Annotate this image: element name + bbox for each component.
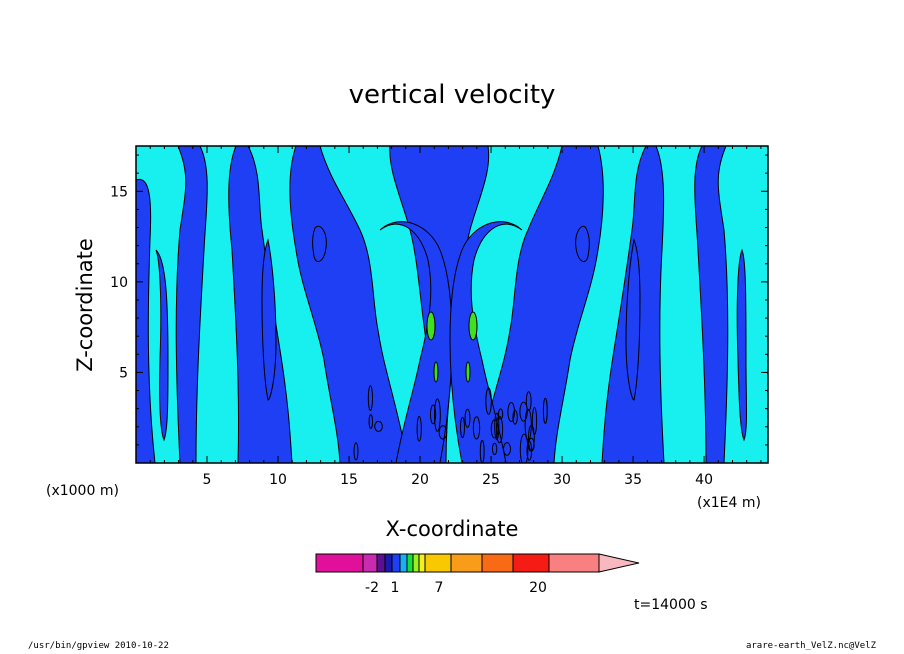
colorbar-segment — [418, 553, 426, 573]
turbulence-contour — [507, 402, 516, 422]
positive-band — [319, 146, 441, 463]
plot-frame — [135, 145, 769, 464]
negative-core — [449, 221, 523, 463]
turbulence-contour — [519, 433, 529, 463]
turbulence-contour — [531, 407, 538, 435]
turbulence-contour — [368, 414, 373, 429]
y-tick-label: 15 — [110, 184, 128, 200]
colorbar-segment — [406, 553, 414, 573]
footer-left: /usr/bin/gpview 2010-10-22 — [28, 641, 169, 651]
colorbar-segment — [424, 553, 452, 573]
turbulence-contour — [542, 397, 548, 424]
negative-cores — [155, 221, 747, 463]
colorbar-segment — [548, 553, 600, 573]
x-scale-label: (x1000 m) — [46, 483, 119, 499]
x-tick-label: 25 — [482, 472, 500, 488]
colorbar-level-label: 20 — [529, 580, 547, 596]
colorbar-segment — [481, 553, 514, 573]
colorbar-segment — [384, 553, 393, 573]
colorbar-level-label: 7 — [435, 580, 444, 596]
y-axis-title: Z-coordinate — [73, 238, 97, 372]
updraft-cell — [426, 311, 436, 341]
updraft-cell — [468, 311, 478, 341]
turbulence-contour — [519, 401, 528, 422]
turbulence-contour — [495, 415, 504, 444]
footer-right: arare-earth_VelZ.nc@VelZ — [745, 641, 876, 651]
turbulence-contour — [525, 391, 532, 412]
turbulence-contour — [434, 398, 441, 432]
turbulence-contour — [512, 410, 518, 425]
positive-band — [195, 146, 240, 463]
contour-plot — [136, 146, 768, 463]
negative-core — [625, 238, 641, 401]
colorbar-segment — [512, 553, 550, 573]
turbulence-contour — [485, 387, 492, 415]
positive-band — [655, 146, 707, 463]
colorbar-extend-arrow — [598, 553, 640, 573]
colorbar-segment — [376, 553, 386, 573]
x-tick-label: 10 — [269, 472, 287, 488]
negative-core — [379, 221, 453, 463]
updraft-cell — [433, 361, 439, 383]
negative-core — [575, 225, 590, 263]
turbulence-contour — [503, 442, 511, 456]
colorbar-segment — [412, 553, 420, 573]
colorbar-segment — [362, 553, 378, 573]
positive-band — [247, 146, 341, 463]
negative-core — [155, 249, 169, 442]
x-axis-title: X-coordinate — [386, 517, 519, 541]
x-tick-label: 5 — [203, 472, 212, 488]
turbulence-contour — [374, 420, 383, 432]
turbulence-contour — [353, 442, 359, 461]
turbulence-contour — [524, 408, 532, 441]
negative-core — [736, 248, 747, 442]
x-axis: 5 10 15 20 25 30 35 40 — [149, 146, 762, 488]
colorbar-level-label: -2 — [365, 580, 379, 596]
turbulence-contour — [498, 408, 504, 420]
x-tick-label: 30 — [553, 472, 571, 488]
turbulence-contour — [460, 416, 465, 439]
turbulence-contour — [430, 404, 437, 425]
colorbar-labels: -2 1 7 20 — [365, 580, 547, 596]
turbulence-contour — [416, 415, 422, 442]
time-label: t=14000 s — [634, 597, 708, 613]
turbulence-contour — [494, 412, 500, 441]
turbulence-contour — [526, 440, 533, 461]
colorbar-segment — [399, 553, 408, 573]
updraft-cell — [465, 361, 471, 383]
x-tick-label: 20 — [411, 472, 429, 488]
x-tick-label: 15 — [340, 472, 358, 488]
x-tick-label: 35 — [624, 472, 642, 488]
y-tick-label: 5 — [119, 365, 128, 381]
turbulence-contour — [367, 385, 373, 412]
colorbar-segment — [450, 553, 483, 573]
low-level-turbulence — [353, 385, 548, 463]
chart-title: vertical velocity — [349, 80, 556, 110]
updraft-cells — [426, 311, 478, 383]
negative-core — [312, 225, 327, 263]
y-axis: 5 10 15 — [110, 154, 768, 446]
colorbar-segment — [391, 553, 401, 573]
turbulence-contour — [464, 408, 471, 428]
colorbar-level-label: 1 — [391, 580, 400, 596]
x-tick-label: 40 — [695, 472, 713, 488]
turbulence-contour — [472, 416, 481, 440]
x-unit-label: (x1E4 m) — [697, 495, 761, 511]
negative-core — [261, 238, 277, 401]
colorbar — [315, 553, 640, 573]
positive-band — [553, 146, 647, 463]
turbulence-contour — [438, 425, 448, 440]
turbulence-contour — [491, 442, 498, 456]
colorbar-segment — [315, 553, 364, 573]
y-tick-label: 10 — [110, 275, 128, 291]
